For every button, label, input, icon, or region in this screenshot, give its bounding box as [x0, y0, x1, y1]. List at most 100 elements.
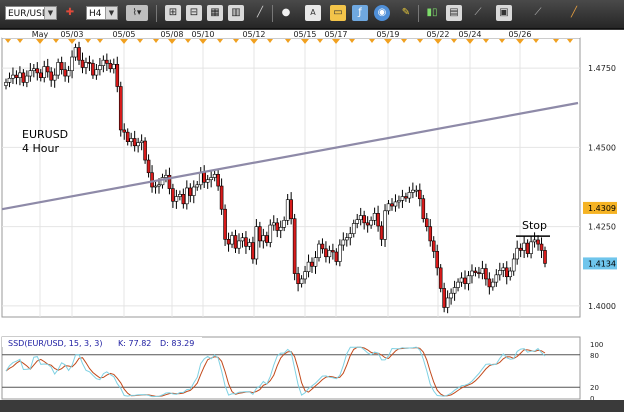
top-date-label: 05/05 — [112, 30, 135, 39]
candlestick-chart[interactable]: May 05/03 05/05 05/08 05/10 05/12 05/15 05/17 05… — [0, 30, 624, 412]
candle-bearish — [421, 198, 426, 220]
date-marker-icon — [36, 39, 44, 44]
candle-bullish — [278, 226, 283, 231]
candle-bearish — [150, 172, 154, 188]
price-axis[interactable] — [581, 38, 624, 317]
date-marker-icon — [384, 39, 392, 44]
candle-bearish — [289, 199, 293, 220]
oscillator-label: SSD(EUR/USD, 15, 3, 3) — [8, 339, 102, 348]
chart-panel[interactable]: May 05/03 05/05 05/08 05/10 05/12 05/15 05/17 05… — [0, 30, 624, 412]
zoom-out-icon[interactable]: ⊟ — [186, 5, 202, 21]
candle-bearish — [244, 237, 248, 247]
grid-icon[interactable]: ▣ — [496, 5, 512, 21]
candle-bearish — [536, 239, 540, 245]
candle-bearish — [324, 248, 328, 258]
top-date-label: 05/15 — [293, 30, 316, 39]
candle-bullish — [351, 223, 356, 234]
price-badge-label: 1.4134 — [588, 259, 616, 268]
date-marker-icon — [451, 39, 457, 43]
crosshair-icon[interactable]: ✚ — [65, 7, 75, 18]
date-marker-icon — [369, 39, 375, 43]
candle-bearish — [487, 278, 492, 288]
candle-bullish — [66, 70, 71, 77]
fib-icon[interactable]: ╱ — [570, 7, 578, 18]
candle-bullish — [501, 267, 506, 271]
date-marker-icon — [417, 39, 423, 43]
chart-type-icon[interactable]: ⌇▾ — [126, 5, 148, 21]
candle-bearish — [292, 218, 297, 274]
top-date-labels: May 05/03 05/05 05/08 05/10 05/12 05/15 05/17 05… — [5, 30, 573, 44]
price-badge-label: 1.4309 — [588, 204, 616, 213]
candle-bearish — [390, 203, 394, 207]
indicator-icon[interactable]: ▦ — [207, 5, 223, 21]
bottom-date-label: 04/28/2011 09:00 — [4, 322, 76, 331]
candle-bearish — [473, 270, 478, 273]
price-plot-area[interactable] — [1, 37, 581, 318]
candle-bearish — [188, 187, 193, 196]
candle-bullish — [42, 66, 47, 78]
zoom-in-icon[interactable]: ⊞ — [165, 5, 181, 21]
candle-bullish — [261, 235, 266, 242]
symbol-select[interactable]: EUR/USD ▼ — [5, 6, 57, 20]
candles-icon[interactable]: ▮▯ — [426, 7, 438, 18]
candle-bullish — [299, 278, 304, 285]
date-marker-icon — [17, 39, 23, 43]
bar-chart-icon[interactable]: ▥ — [228, 5, 244, 21]
candle-bearish — [265, 235, 269, 243]
candle-bearish — [91, 63, 95, 76]
candle-bearish — [442, 288, 446, 308]
candle-bullish — [369, 220, 373, 226]
candle-bullish — [157, 184, 161, 187]
top-date-label: 05/12 — [242, 30, 265, 39]
top-date-label: 05/26 — [508, 30, 531, 39]
indicator-icon[interactable]: ƒ — [352, 5, 368, 21]
draw-icon[interactable]: ⟋ — [534, 7, 542, 18]
oscillator-levels — [2, 354, 580, 388]
candle-bullish — [164, 174, 168, 178]
chevron-down-icon[interactable]: ▼ — [105, 7, 117, 19]
candle-bullish — [129, 138, 133, 142]
bottom-date-label: 05/06 05:00 — [133, 322, 182, 331]
candle-bullish — [94, 69, 99, 76]
candle-bullish — [198, 172, 203, 186]
oscillator-pane[interactable] — [1, 336, 581, 400]
candle-bearish — [418, 189, 422, 200]
candle-bullish — [497, 270, 502, 276]
candle-bearish — [428, 226, 433, 242]
globe-icon[interactable]: ◉ — [374, 5, 390, 21]
chart-annotation-subtitle: 4 Hour — [22, 142, 59, 155]
chart-annotation-title: EURUSD — [22, 128, 68, 141]
trendline[interactable] — [1, 101, 579, 211]
candle-bearish — [226, 239, 231, 245]
candle-bearish — [202, 172, 207, 183]
text-tool-icon[interactable]: A — [305, 5, 321, 21]
date-marker-icon — [68, 39, 76, 44]
date-marker-icon — [85, 39, 91, 43]
candle-bearish — [125, 131, 130, 142]
oscillator-tick-labels: 100 80 20 0 — [590, 341, 603, 403]
timeframe-select[interactable]: H4 ▼ — [86, 6, 118, 20]
candle-bullish — [191, 186, 196, 196]
candle-bearish — [14, 74, 19, 78]
cursor-icon[interactable]: ● — [281, 7, 291, 18]
candle-bullish — [344, 237, 349, 241]
print-icon[interactable]: ▤ — [446, 5, 462, 21]
save-icon[interactable]: ▭ — [330, 5, 346, 21]
date-marker-icon — [199, 39, 207, 44]
candle-bearish — [518, 247, 523, 251]
candle-bullish — [136, 142, 140, 147]
bottom-date-label: 05/24 05:00 — [452, 322, 501, 331]
pencil-icon[interactable]: ✎ — [401, 7, 411, 18]
oscillator-k-line — [5, 346, 546, 398]
chevron-down-icon[interactable]: ▼ — [44, 7, 56, 19]
candle-bearish — [525, 242, 530, 254]
candle-bullish — [358, 215, 363, 220]
candle-bullish — [313, 257, 318, 267]
top-date-label: 05/10 — [191, 30, 214, 39]
candle-bearish — [435, 251, 440, 269]
chart-toolbar: EUR/USD ▼ ✚ H4 ▼ ⌇▾ ⊞ ⊟ ▦ ▥ ╱ ● A ▭ ƒ ◉ … — [0, 0, 624, 29]
toolbar-separator — [272, 5, 273, 22]
price-badges: 1.4309 1.4134 — [583, 201, 617, 270]
trendline-icon[interactable]: ⟋ — [474, 7, 482, 18]
line-tool-icon[interactable]: ╱ — [256, 7, 264, 18]
